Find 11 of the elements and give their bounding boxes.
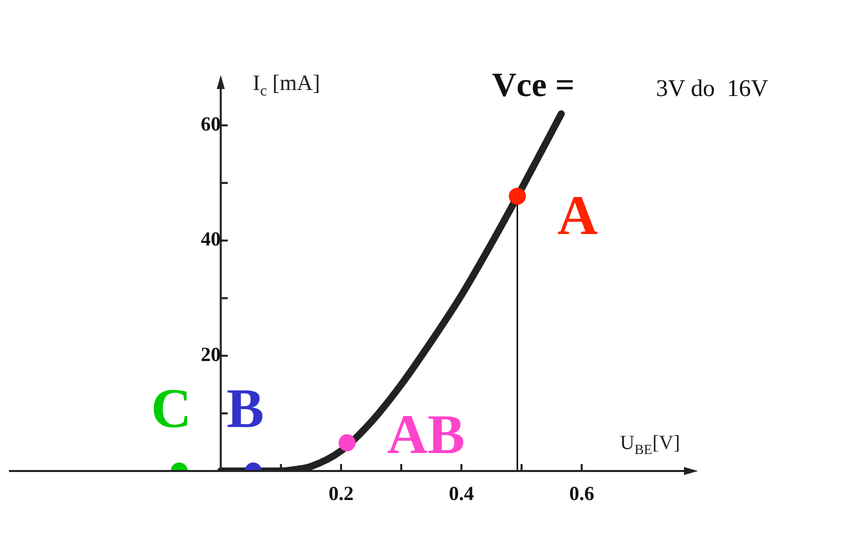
x-tick-label: 0.2: [328, 483, 354, 506]
text: Vce = 3V do 16V: [492, 67, 768, 104]
x-tick-label: 0.6: [569, 483, 594, 506]
y-tick-label: 60: [200, 114, 221, 136]
annotation: A: [557, 185, 598, 248]
annotation: AB: [387, 404, 465, 466]
x-tick-label: 0.4: [448, 483, 474, 506]
annotation: B: [226, 378, 264, 440]
y-tick-label: 40: [200, 228, 221, 251]
annotation: C: [151, 378, 192, 440]
y-tick-label: 20: [200, 344, 221, 366]
